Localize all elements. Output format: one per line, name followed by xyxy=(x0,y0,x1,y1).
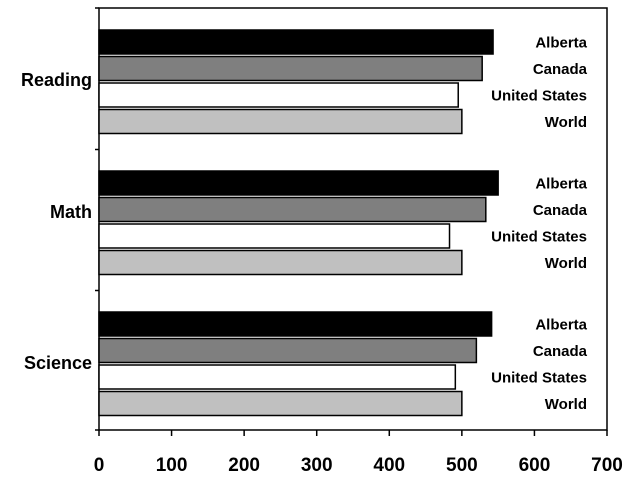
series-label-united-states: United States xyxy=(491,88,587,105)
x-tick-label-2: 200 xyxy=(228,455,260,476)
category-label-math: Math xyxy=(50,202,92,222)
x-tick-label-7: 700 xyxy=(591,455,623,476)
category-label-reading: Reading xyxy=(21,70,92,90)
chart-marks: 0 100 200 300 400 500 600 700 Alberta Canada Unite… xyxy=(21,7,623,476)
series-label-world: World xyxy=(545,396,587,413)
series-label-alberta: Alberta xyxy=(535,176,587,193)
bar-reading-canada xyxy=(98,55,483,82)
series-label-united-states: United States xyxy=(491,229,587,246)
bar-science-world xyxy=(98,390,463,417)
series-label-canada: Canada xyxy=(533,61,588,78)
x-tick-label-0: 0 xyxy=(94,455,105,476)
bar-science-canada xyxy=(98,337,478,364)
series-label-alberta: Alberta xyxy=(535,317,587,334)
bar-math-canada xyxy=(98,196,487,223)
x-tick-label-1: 100 xyxy=(156,455,188,476)
bar-math-alberta xyxy=(98,170,499,196)
x-tick-label-6: 600 xyxy=(519,455,551,476)
series-label-world: World xyxy=(545,255,587,272)
series-label-canada: Canada xyxy=(533,343,588,360)
series-label-alberta: Alberta xyxy=(535,35,587,52)
bar-math-united-states xyxy=(98,223,451,249)
x-tick-label-5: 500 xyxy=(446,455,478,476)
series-label-world: World xyxy=(545,114,587,131)
x-tick-label-4: 400 xyxy=(373,455,405,476)
bar-science-alberta xyxy=(98,311,493,337)
bar-reading-alberta xyxy=(98,29,494,55)
category-label-science: Science xyxy=(24,353,92,373)
x-tick-label-3: 300 xyxy=(301,455,333,476)
bar-math-world xyxy=(98,249,463,276)
bar-science-united-states xyxy=(98,364,457,390)
series-label-canada: Canada xyxy=(533,202,588,219)
bar-reading-world xyxy=(98,108,463,135)
series-label-united-states: United States xyxy=(491,370,587,387)
bar-reading-united-states xyxy=(98,82,459,108)
